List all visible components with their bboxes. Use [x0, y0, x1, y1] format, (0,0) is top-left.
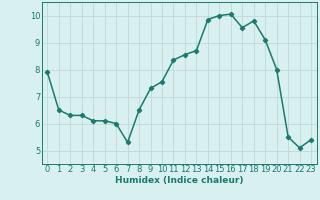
X-axis label: Humidex (Indice chaleur): Humidex (Indice chaleur) — [115, 176, 244, 185]
